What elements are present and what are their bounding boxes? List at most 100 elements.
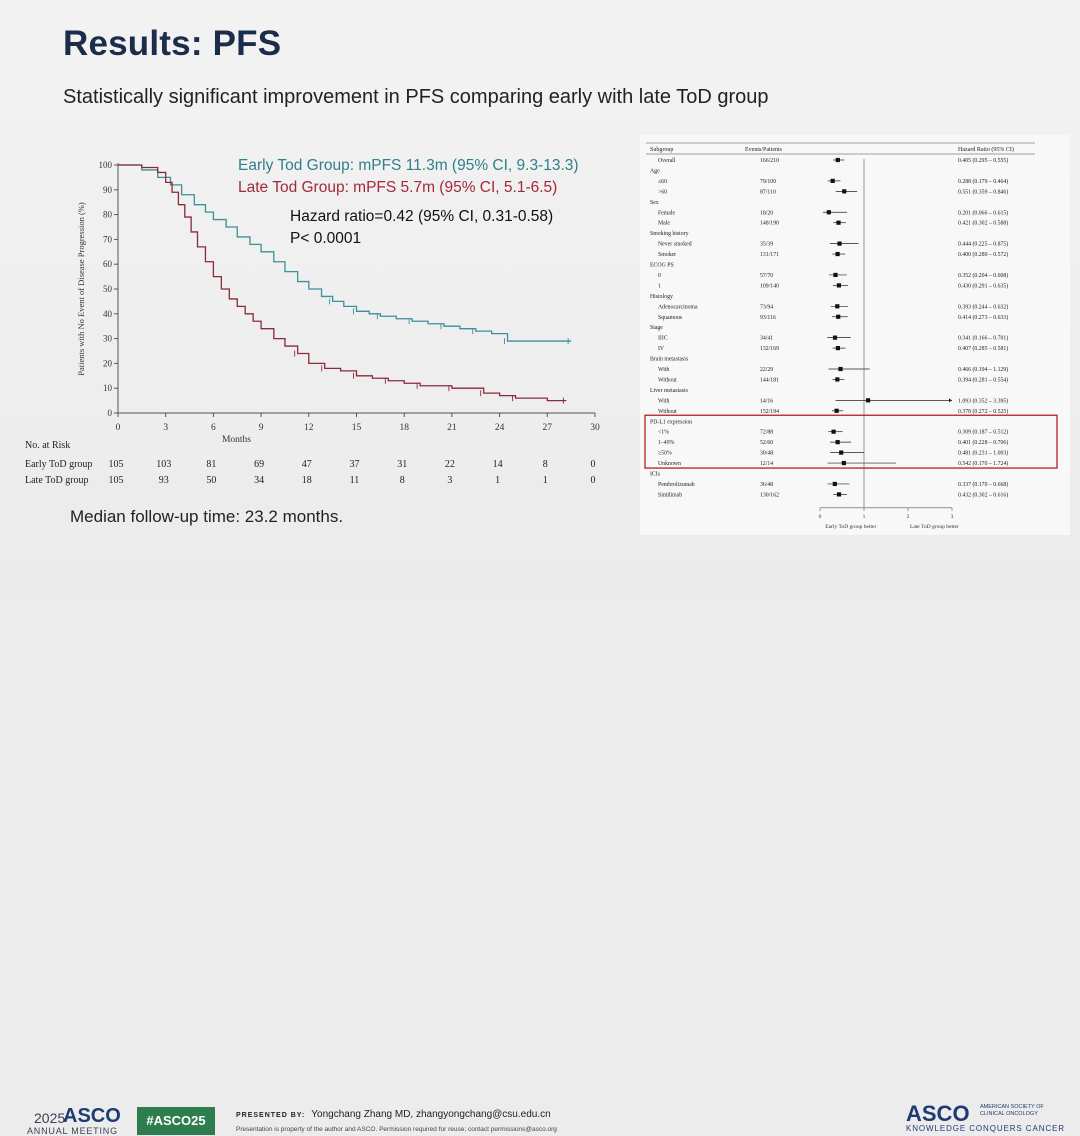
forest-point: [837, 241, 842, 246]
presented-by-label: PRESENTED BY:: [236, 1112, 306, 1119]
forest-point: [835, 251, 840, 257]
forest-row-events: 131/171: [760, 252, 779, 258]
footer-year: 2025: [34, 1110, 66, 1126]
forest-row-events: 30/48: [760, 451, 773, 457]
forest-row-events: 18/20: [760, 210, 773, 216]
km-x-axis-label: Months: [222, 435, 251, 445]
forest-row-label: Male: [658, 221, 670, 227]
forest-row-events: 93/116: [760, 315, 776, 321]
forest-point: [836, 220, 841, 225]
risk-value: 34: [254, 475, 264, 486]
forest-row-events: 35/39: [760, 242, 773, 248]
risk-value: 1: [543, 475, 548, 486]
forest-left-label: Early ToD group better: [825, 524, 876, 530]
forest-row-hr: 0.341 (0.166 – 0.701): [958, 335, 1008, 342]
presenter-name: Yongchang Zhang MD, zhangyongchang@csu.e…: [311, 1109, 551, 1120]
forest-row-label: With: [658, 398, 669, 404]
forest-row-label: ECOG PS: [650, 263, 674, 269]
forest-row-hr: 0.407 (0.285 – 0.581): [958, 345, 1008, 352]
forest-x-tick-label: 1: [863, 514, 866, 520]
km-y-tick-label: 70: [103, 234, 113, 244]
forest-row-label: Smoker: [658, 252, 676, 258]
km-y-tick-label: 30: [103, 334, 113, 344]
forest-row-hr: 0.401 (0.228 – 0.706): [958, 439, 1008, 446]
km-y-tick-label: 90: [103, 185, 113, 195]
km-x-tick-label: 15: [352, 423, 362, 433]
risk-value: 1: [495, 475, 500, 486]
km-y-tick-label: 10: [103, 383, 113, 393]
presenter-line: PRESENTED BY: Yongchang Zhang MD, zhangyo…: [236, 1109, 551, 1120]
km-late-curve: [118, 164, 567, 402]
forest-row-hr: 0.551 (0.359 – 0.846): [958, 188, 1008, 195]
risk-value: 105: [109, 459, 124, 470]
forest-row-hr: 0.394 (0.281 – 0.554): [958, 376, 1008, 383]
forest-point: [826, 210, 831, 215]
km-y-tick-label: 80: [103, 210, 113, 220]
forest-row-label: 1–49%: [658, 440, 675, 446]
risk-value: 8: [543, 459, 548, 470]
forest-row-hr: 0.542 (0.170 – 1.724): [958, 460, 1008, 467]
forest-row-hr: 0.337 (0.170 – 0.668): [958, 481, 1008, 488]
forest-row-events: 87/110: [760, 189, 776, 195]
risk-row-label: Late ToD group: [25, 475, 89, 486]
forest-row-events: 73/94: [760, 304, 773, 310]
forest-row-hr: 0.466 (0.194 – 1.129): [958, 366, 1008, 373]
forest-row-hr: 0.378 (0.272 – 0.525): [958, 408, 1008, 415]
forest-row-label: Brain metastasis: [650, 357, 689, 363]
risk-value: 37: [350, 459, 360, 470]
forest-row-label: PD-L1 expression: [650, 419, 692, 425]
forest-ci-arrow: [949, 398, 952, 403]
forest-row-hr: 0.288 (0.179 – 0.464): [958, 178, 1008, 185]
forest-row-label: >60: [658, 189, 667, 195]
forest-row-hr: 0.414 (0.273 – 0.633): [958, 314, 1008, 321]
risk-value: 103: [156, 459, 171, 470]
forest-row-label: Pembrolizumab: [658, 482, 695, 488]
footer: 2025 ASCO ANNUAL MEETING #ASCO25 PRESENT…: [0, 548, 1080, 1136]
forest-row-hr: 0.405 (0.295 – 0.555): [958, 157, 1008, 164]
forest-point: [834, 408, 839, 413]
km-early-legend: Early Tod Group: mPFS 11.3m (95% CI, 9.3…: [238, 157, 579, 174]
forest-point: [835, 440, 840, 445]
forest-right-label: Late ToD group better: [910, 524, 959, 530]
forest-row-events: 148/190: [760, 221, 779, 227]
forest-point: [836, 492, 842, 497]
forest-row-hr: 0.432 (0.302 – 0.616): [958, 491, 1008, 498]
forest-point: [838, 366, 843, 372]
forest-row-label: Female: [658, 210, 675, 216]
km-x-tick-label: 18: [399, 423, 409, 433]
risk-value: 0: [591, 459, 596, 470]
km-x-tick-label: 30: [590, 423, 600, 433]
forest-row-label: Age: [650, 168, 660, 174]
forest-x-tick-label: 0: [819, 514, 822, 520]
forest-row-label: Adenocarcinoma: [658, 304, 698, 310]
forest-row-label: Smoking history: [650, 231, 689, 237]
km-y-tick-label: 40: [103, 309, 113, 319]
risk-table-title: No. at Risk: [25, 440, 70, 451]
forest-header-subgroup: Subgroup: [650, 147, 673, 153]
forest-point: [842, 189, 847, 194]
risk-value: 11: [350, 475, 360, 486]
risk-value: 8: [400, 475, 405, 486]
asco-logo: ASCO: [63, 1105, 121, 1127]
forest-row-label: Overall: [658, 158, 676, 164]
forest-row-events: 52/60: [760, 440, 773, 446]
forest-point: [835, 346, 841, 351]
slide-title: Results: PFS: [63, 24, 282, 63]
forest-point: [835, 304, 840, 309]
forest-point: [836, 283, 842, 288]
risk-row-label: Early ToD group: [25, 459, 92, 470]
risk-value: 47: [302, 459, 312, 470]
forest-row-events: 57/70: [760, 273, 773, 279]
risk-value: 18: [302, 475, 312, 486]
forest-row-label: Liver metastasis: [650, 388, 689, 394]
forest-row-hr: 0.481 (0.231 – 1.003): [958, 450, 1008, 457]
forest-row-label: IV: [658, 346, 665, 352]
forest-row-events: 36/48: [760, 482, 773, 488]
forest-row-events: 34/41: [760, 336, 773, 342]
median-followup-note: Median follow-up time: 23.2 months.: [70, 507, 344, 526]
risk-value: 93: [159, 475, 169, 486]
risk-value: 0: [591, 475, 596, 486]
forest-row-label: 0: [658, 273, 661, 279]
km-y-tick-label: 60: [103, 259, 113, 269]
